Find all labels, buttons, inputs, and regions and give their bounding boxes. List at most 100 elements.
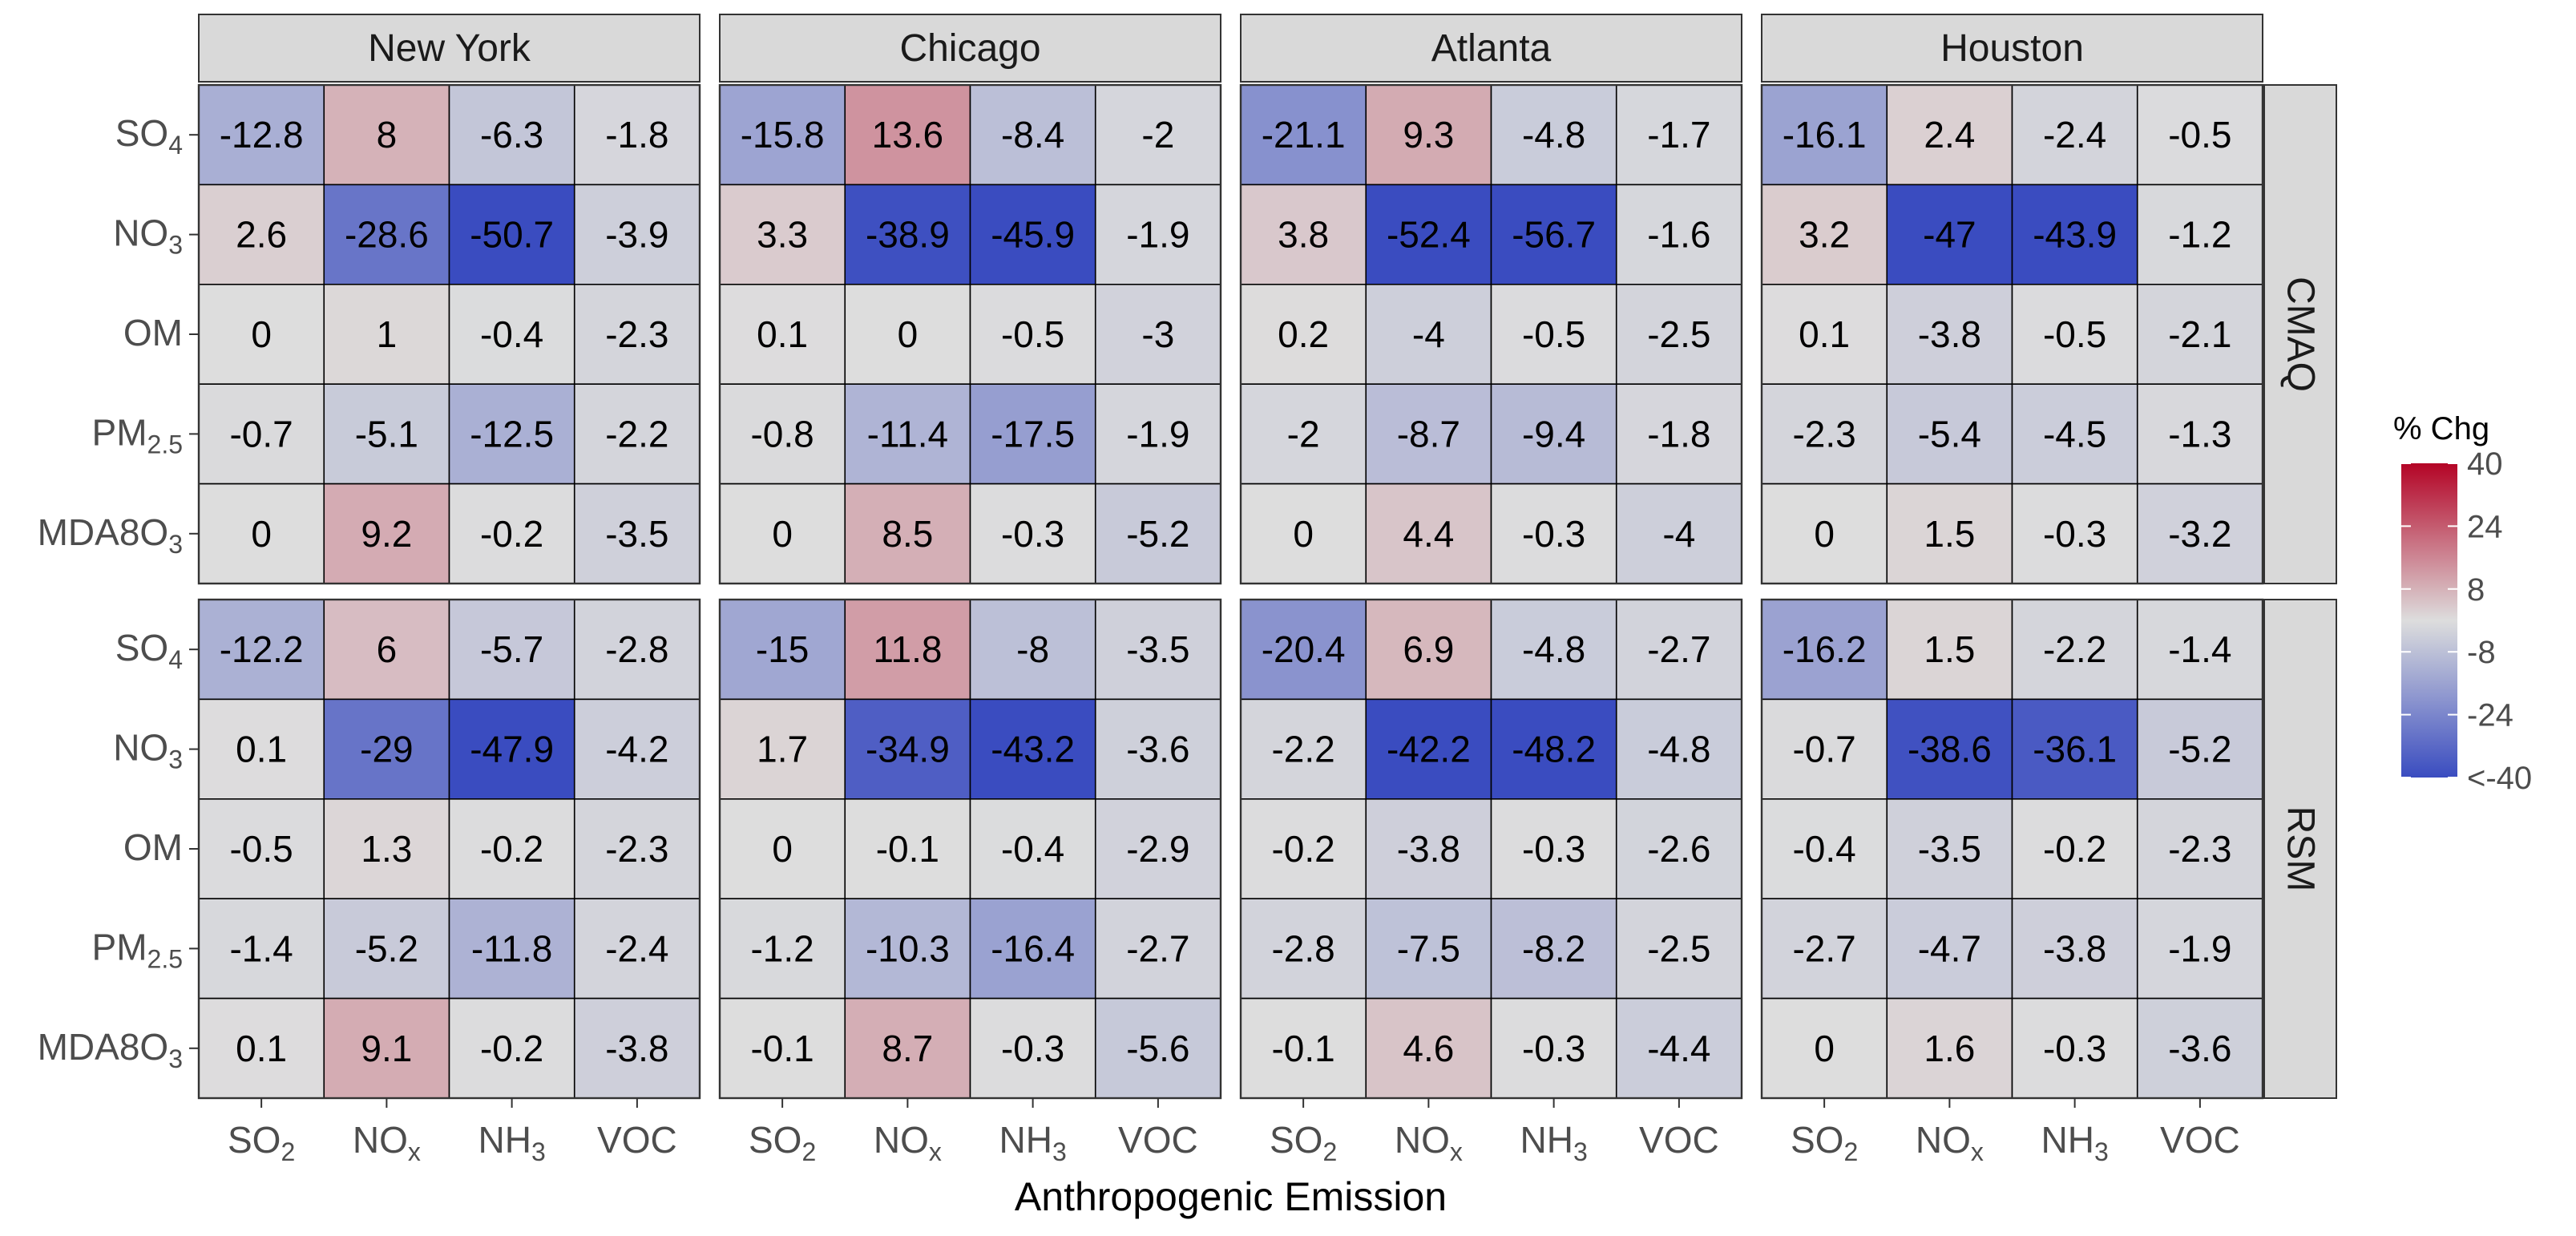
x-axis-atlanta: SO2 NOx NH3 VOC: [1270, 1098, 1719, 1166]
heatmap-cell-om-nh3: [969, 798, 1096, 899]
cell-value-label: -5.2: [2168, 729, 2231, 770]
legend-tick-label: -24: [2467, 698, 2513, 733]
cell-value-label: -0.1: [1271, 1028, 1334, 1069]
y-tick-label: MDA8O3: [38, 511, 183, 559]
cell-value-label: 4.4: [1403, 513, 1454, 555]
panel-border: [1760, 83, 2264, 585]
cell-value-label: -4.5: [2043, 413, 2106, 454]
heatmap-cell-so4-nh3: [448, 84, 575, 186]
heatmap-cell-mda8o3-nox: [1365, 997, 1492, 1099]
heatmap-cell-no3-nox: [323, 184, 450, 285]
facet-strip-bg: [1240, 14, 1742, 83]
heatmap-cell-mda8o3-voc: [2136, 483, 2263, 584]
cell-value-label: -2.5: [1647, 927, 1710, 969]
heatmap-cell-om-voc: [1094, 798, 1221, 899]
cell-value-label: -43.2: [991, 729, 1075, 770]
heatmap-cell-no3-voc: [2136, 698, 2263, 800]
cell-value-label: -2.3: [2168, 828, 2231, 870]
heatmap-cell-pm2-5-voc: [1094, 383, 1221, 485]
cell-value-label: -1.4: [229, 927, 293, 969]
heatmap-cell-om-so2: [719, 283, 846, 385]
y-tick-label: NO3: [113, 727, 183, 774]
cell-value-label: -8.7: [1397, 413, 1460, 454]
facet-strip-cmaq: CMAQ: [2263, 84, 2337, 584]
cell-value-label: -2.3: [605, 828, 668, 870]
heatmap-cell-no3-voc: [1094, 184, 1221, 285]
heatmap-cell-om-nh3: [969, 283, 1096, 385]
x-tick-label: NH3: [2041, 1119, 2109, 1166]
heatmap-cell-om-nh3: [448, 798, 575, 899]
facet-strip-new-york: New York: [198, 14, 701, 83]
y-axis-cmaq: SO4 NO3 OM PM2.5 MDA8O3: [38, 112, 199, 559]
heatmap-cell-mda8o3-so2: [1240, 483, 1367, 584]
heatmap-cell-so4-nox: [1365, 599, 1492, 701]
cell-value-label: 8.5: [882, 513, 933, 555]
heatmap-cell-pm2-5-voc: [573, 383, 701, 485]
y-tick-label: SO4: [115, 627, 183, 674]
heatmap-cell-pm2-5-voc: [1615, 383, 1742, 485]
cell-value-label: -0.4: [1001, 828, 1064, 870]
facet-strip-bg: [719, 14, 1221, 83]
panel-border: [718, 83, 1222, 585]
heatmap-cell-pm2-5-nh3: [2011, 898, 2138, 1000]
cell-value-label: -15.8: [741, 114, 825, 156]
heatmap-cell-no3-nox: [844, 698, 971, 800]
cell-value-label: 0: [772, 828, 793, 870]
panel-border: [1239, 598, 1743, 1100]
cell-value-label: -42.2: [1387, 729, 1471, 770]
heatmap-cell-om-so2: [1761, 283, 1888, 385]
cell-value-label: -8: [1016, 628, 1049, 670]
cell-value-label: -0.2: [480, 828, 543, 870]
x-tick-label: VOC: [1118, 1119, 1198, 1161]
cell-value-label: -2.7: [1792, 927, 1855, 969]
panel-cmaq-atlanta: -21.1 9.3 -4.8 -1.7 3.8 -52.4 -56.7 -1.6 0.2 -4 -0…: [1239, 83, 1743, 585]
x-tick-label: VOC: [1639, 1119, 1719, 1161]
heatmap-cell-pm2-5-so2: [719, 898, 846, 1000]
cell-value-label: 0.2: [1278, 313, 1329, 355]
cell-value-label: -3.9: [605, 214, 668, 256]
cell-value-label: 0.1: [236, 729, 287, 770]
cell-value-label: 1.3: [361, 828, 412, 870]
facet-strip-label: Chicago: [899, 27, 1040, 70]
heatmap-cell-mda8o3-voc: [1615, 483, 1742, 584]
cell-value-label: -0.1: [750, 1028, 814, 1069]
cell-value-label: -4.7: [1918, 927, 1981, 969]
cell-value-label: -1.7: [1647, 114, 1710, 156]
cell-value-label: -2.2: [2043, 628, 2106, 670]
cell-value-label: -3: [1141, 313, 1174, 355]
panel-border: [1239, 83, 1743, 585]
cell-value-label: -0.3: [1522, 828, 1585, 870]
cell-value-label: -3.5: [1918, 828, 1981, 870]
facet-strip-label: RSM: [2279, 806, 2322, 892]
legend-tick-label: 24: [2467, 509, 2503, 544]
panel-cmaq-new-york: -12.8 8 -6.3 -1.8 2.6 -28.6 -50.7 -3.9 0 1 -0.4 -2.…: [197, 83, 701, 585]
cell-value-label: -50.7: [470, 214, 554, 256]
legend-color-bar: [2401, 463, 2457, 778]
heatmap-cell-pm2-5-nh3: [448, 383, 575, 485]
heatmap-cell-om-voc: [1094, 283, 1221, 385]
panel-rsm-chicago: -15 11.8 -8 -3.5 1.7 -34.9 -43.2 -3.6 0 -0.1 -0.4 -…: [718, 598, 1222, 1100]
cell-value-label: -1.3: [2168, 413, 2231, 454]
cell-value-label: -8.2: [1522, 927, 1585, 969]
heatmap-cell-no3-voc: [573, 184, 701, 285]
heatmap-cell-om-nh3: [2011, 283, 2138, 385]
cell-value-label: -11.4: [867, 413, 948, 454]
heatmap-cell-mda8o3-voc: [1094, 483, 1221, 584]
facet-strip-label: Houston: [1940, 27, 2084, 70]
heatmap-cell-so4-voc: [1094, 84, 1221, 186]
heatmap-cell-no3-so2: [1240, 698, 1367, 800]
cell-value-label: -0.2: [480, 1028, 543, 1069]
heatmap-cell-pm2-5-voc: [2136, 383, 2263, 485]
heatmap-cell-mda8o3-so2: [198, 997, 325, 1099]
heatmap-cell-om-nox: [1365, 283, 1492, 385]
heatmap-cell-so4-nox: [1365, 84, 1492, 186]
y-axis-rsm: SO4 NO3 OM PM2.5 MDA8O3: [38, 627, 199, 1073]
heatmap-cell-mda8o3-nox: [323, 997, 450, 1099]
cell-value-label: -2.9: [1126, 828, 1189, 870]
cell-value-label: 4.6: [1403, 1028, 1454, 1069]
cell-value-label: 1.5: [1924, 628, 1975, 670]
cell-value-label: -2.5: [1647, 313, 1710, 355]
heatmap-cell-om-voc: [573, 798, 701, 899]
